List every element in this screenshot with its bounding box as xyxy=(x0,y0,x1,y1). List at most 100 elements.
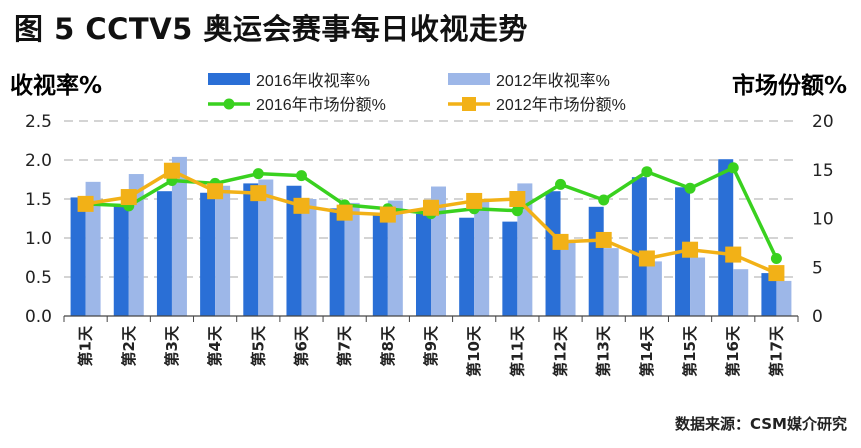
bar-2016 xyxy=(545,191,561,316)
bar-2012 xyxy=(85,181,101,316)
bar-2012 xyxy=(258,179,274,316)
point-2012 xyxy=(250,185,267,202)
x-category-label: 第15天 xyxy=(681,325,699,377)
legend-marker xyxy=(223,98,235,110)
bar-2016 xyxy=(200,192,216,316)
bar-2016 xyxy=(156,191,172,316)
bar-2012 xyxy=(301,199,317,316)
y-tick-label: 2.0 xyxy=(25,151,52,171)
y2-tick-label: 20 xyxy=(812,112,834,132)
point-2012 xyxy=(77,195,94,212)
bar-2016 xyxy=(761,273,777,316)
bar-2012 xyxy=(344,202,360,316)
bar-2016 xyxy=(416,213,431,316)
bar-2016 xyxy=(329,208,345,316)
x-category-label: 第16天 xyxy=(724,325,742,377)
legend-label: 2012年收视率% xyxy=(496,72,610,90)
legend-label: 2016年市场份额% xyxy=(256,96,386,114)
bar-2012 xyxy=(646,261,662,316)
x-category-label: 第8天 xyxy=(379,325,397,366)
point-2012 xyxy=(379,206,396,223)
y-tick-label: 1.5 xyxy=(25,190,52,210)
x-axis: 第1天 第2天 第3天 第4天 第5天 第6天 第7天 第8天 第9天 第10天 第11天 第12天 第… xyxy=(63,315,799,377)
x-category-label: 第2天 xyxy=(120,325,138,366)
y-tick-label: 1.0 xyxy=(25,229,52,249)
x-category-label: 第6天 xyxy=(292,325,310,366)
legend-label: 2012年市场份额% xyxy=(496,96,626,114)
legend-label: 2016年收视率% xyxy=(256,72,370,90)
legend-marker xyxy=(462,97,476,111)
right-y-axis: 0 5 10 15 20 xyxy=(812,112,834,327)
point-2016 xyxy=(770,252,782,264)
point-2016 xyxy=(555,178,567,190)
x-category-label: 第9天 xyxy=(422,325,440,366)
left-axis-title: 收视率% xyxy=(10,73,103,99)
point-2016 xyxy=(295,170,307,182)
bar-2012 xyxy=(517,183,533,316)
bar-2012 xyxy=(560,241,576,316)
point-2012 xyxy=(423,199,439,216)
x-category-label: 第13天 xyxy=(595,325,613,377)
point-2016 xyxy=(641,166,653,178)
bar-2016 xyxy=(459,217,475,316)
point-2012 xyxy=(293,197,310,214)
x-category-label: 第14天 xyxy=(638,325,656,377)
point-2012 xyxy=(466,192,483,209)
point-2012 xyxy=(682,241,699,258)
point-2012 xyxy=(509,191,526,207)
legend: 2016年收视率% 2012年收视率% 2016年市场份额% 2012年市场份额% xyxy=(208,72,626,114)
point-2012 xyxy=(725,246,742,263)
left-y-axis: 0.0 0.5 1.0 1.5 2.0 2.5 xyxy=(25,112,52,327)
bar-2012 xyxy=(603,248,619,316)
bar-2012 xyxy=(431,186,446,316)
x-category-label: 第10天 xyxy=(465,325,483,377)
x-category-label: 第17天 xyxy=(767,325,785,377)
y2-tick-label: 5 xyxy=(812,258,823,278)
bar-2012 xyxy=(215,185,231,316)
point-2012 xyxy=(207,183,224,200)
point-2016 xyxy=(252,168,264,180)
legend-swatch xyxy=(448,73,490,85)
chart-title: 图 5 CCTV5 奥运会赛事每日收视走势 xyxy=(14,12,528,46)
point-2016 xyxy=(511,205,523,217)
x-category-label: 第1天 xyxy=(77,325,95,366)
bar-2012 xyxy=(474,200,490,316)
y-tick-label: 0.5 xyxy=(25,268,52,288)
y-tick-label: 2.5 xyxy=(25,112,52,132)
bar-2016 xyxy=(113,204,129,316)
bar-2016 xyxy=(286,185,302,316)
point-2012 xyxy=(336,204,353,221)
x-category-label: 第12天 xyxy=(552,325,570,377)
x-category-label: 第11天 xyxy=(508,325,526,377)
bar-2012 xyxy=(776,280,792,316)
bar-2016 xyxy=(718,159,734,316)
x-category-label: 第7天 xyxy=(336,325,354,366)
y-tick-label: 0.0 xyxy=(25,307,52,327)
y2-tick-label: 15 xyxy=(812,161,834,181)
bar-2016 xyxy=(588,206,604,316)
bar-2016 xyxy=(631,177,647,316)
bar-2016 xyxy=(70,197,86,316)
bar-2012 xyxy=(690,257,706,316)
legend-swatch xyxy=(208,73,250,85)
bar-2012 xyxy=(171,156,187,316)
point-2016 xyxy=(684,182,696,194)
bar-series xyxy=(70,156,792,316)
point-2012 xyxy=(638,250,655,267)
bar-2016 xyxy=(372,214,388,316)
line-series xyxy=(77,162,785,282)
point-2012 xyxy=(595,231,612,248)
point-2012 xyxy=(163,162,180,179)
point-2012 xyxy=(768,265,785,282)
point-2016 xyxy=(727,162,739,174)
x-category-label: 第5天 xyxy=(249,325,267,366)
bar-2012 xyxy=(387,200,403,316)
y2-tick-label: 10 xyxy=(812,210,834,230)
data-source: 数据来源：CSM媒介研究 xyxy=(674,415,847,433)
point-2016 xyxy=(598,194,610,206)
x-category-label: 第4天 xyxy=(206,325,224,366)
y2-tick-label: 0 xyxy=(812,307,823,327)
point-2012 xyxy=(552,233,569,250)
bar-2012 xyxy=(733,269,749,316)
